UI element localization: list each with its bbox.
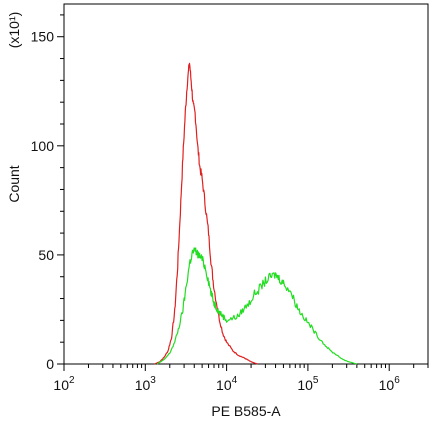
plot-frame	[63, 3, 429, 365]
histogram-series-line	[156, 247, 358, 365]
y-tick-label: 50	[38, 247, 54, 263]
x-tick-label: 105	[297, 375, 319, 393]
histogram-series-line	[154, 62, 258, 365]
y-axis-label: Count	[6, 165, 22, 202]
series-layer	[154, 62, 358, 365]
x-axis-label: PE B585-A	[211, 403, 281, 419]
x-tick-label: 102	[53, 375, 75, 393]
y-tick-label: 0	[46, 356, 54, 372]
x-axis-ticks: 102 103 104 105 106	[53, 364, 429, 393]
y-tick-label: 100	[31, 138, 55, 154]
x-tick-label: 106	[379, 375, 401, 393]
x-tick-label: 103	[135, 375, 157, 393]
y-axis-ticks: 0 50 100 150	[31, 14, 64, 372]
x-tick-label: 104	[216, 375, 238, 393]
y-multiplier-label: (x10¹)	[6, 12, 22, 49]
y-tick-label: 150	[31, 29, 55, 45]
